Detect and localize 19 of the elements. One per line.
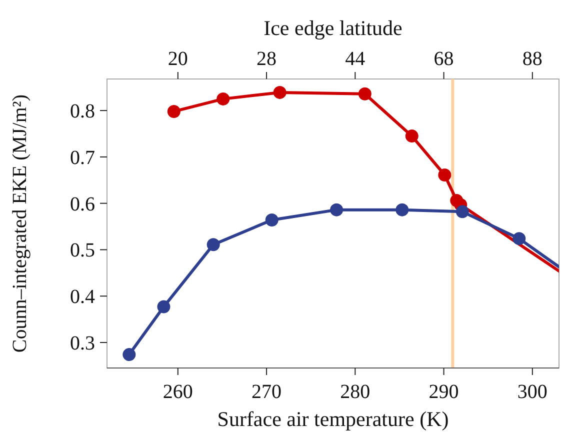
x2-axis-title: Ice edge latitude	[264, 16, 402, 40]
x-tick-label: 290	[428, 381, 459, 403]
x-tick-label: 270	[252, 381, 282, 403]
y-tick-label: 0.6	[70, 193, 95, 216]
x-axis-title: Surface air temperature (K)	[217, 407, 449, 431]
text: 28	[256, 48, 277, 70]
y-tick-label: 0.7	[70, 146, 95, 169]
x-tick-label: 280	[340, 381, 370, 403]
y-tick-label: 0.3	[70, 332, 95, 354]
text: 68	[434, 48, 454, 70]
y-tick-label: 0.5	[70, 240, 95, 262]
x-tick-label: 300	[517, 381, 548, 403]
y-axis-title: Counn–integrated EKE (MJ/m²)	[9, 94, 31, 353]
text: 88	[522, 48, 542, 70]
y-tick-label: 0.8	[70, 100, 95, 123]
text: 20	[168, 48, 188, 70]
x-tick-label: 260	[162, 381, 193, 403]
text: 44	[345, 48, 366, 70]
y-tick-label: 0.4	[70, 286, 95, 308]
